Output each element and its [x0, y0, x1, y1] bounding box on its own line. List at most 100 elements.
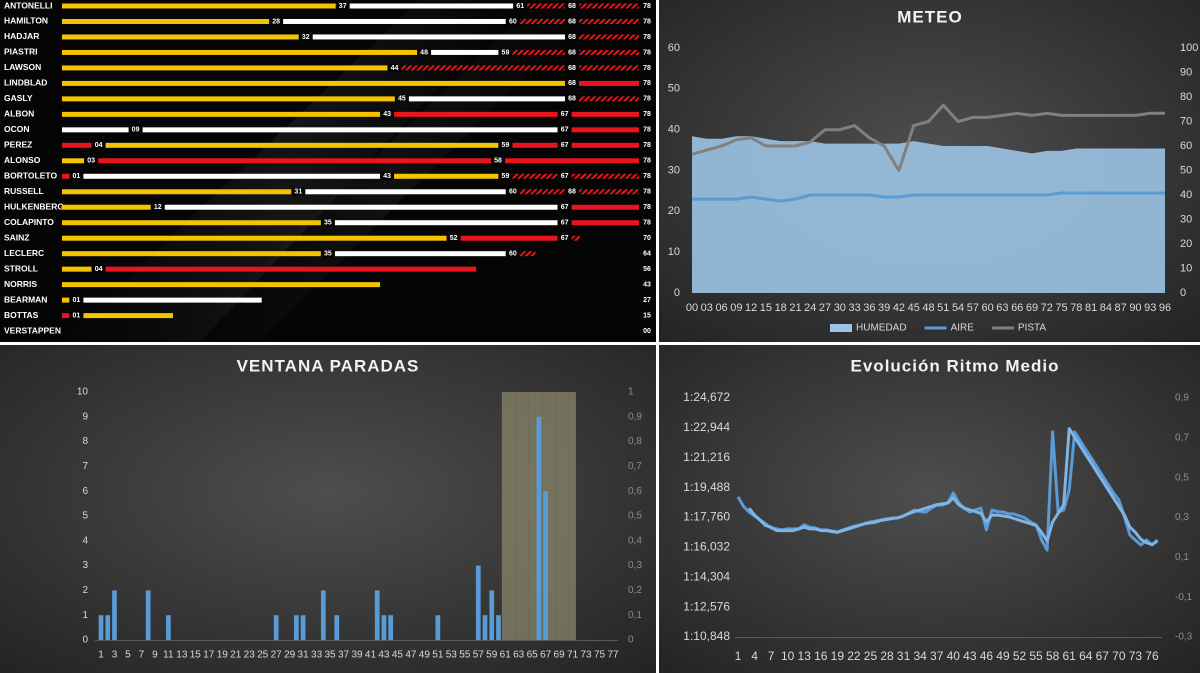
y2-tick-label: 1: [628, 387, 634, 398]
stint-bar: [565, 3, 639, 9]
label-gap: [557, 203, 572, 212]
y-tick-label: 1:10,848: [683, 629, 730, 643]
x-tick-label: 45: [392, 650, 404, 661]
stint-bar: [62, 127, 129, 133]
stint-end-label: 56: [643, 266, 651, 273]
x-tick-label: 19: [831, 649, 845, 663]
x-tick-label: 55: [1029, 649, 1043, 663]
y2-tick-label: 0,1: [1175, 552, 1189, 563]
stint-end-label: 68: [568, 34, 576, 41]
label-gap: [335, 2, 350, 10]
y2-tick-label: 0,3: [1175, 512, 1189, 523]
y2-tick-label: 0,9: [1175, 393, 1189, 404]
x-tick-label: 1: [735, 649, 742, 663]
stint-bar: [62, 189, 292, 195]
y2-tick-label: -0,1: [1175, 592, 1193, 603]
label-gap: [557, 234, 572, 243]
x-tick-label: 06: [715, 302, 727, 314]
y2-tick-label: 0: [1180, 287, 1186, 299]
x-tick-label: 40: [947, 649, 961, 663]
x-tick-label: 15: [190, 650, 202, 661]
label-gap: [446, 234, 461, 243]
window-band: [569, 392, 576, 640]
stint-end-label: 78: [643, 49, 651, 56]
x-tick-label: 22: [847, 649, 861, 663]
x-tick-label: 63: [513, 650, 525, 661]
stint-end-label: 78: [643, 173, 651, 180]
stint-end-label: 68: [568, 3, 576, 10]
x-tick-label: 49: [996, 649, 1010, 663]
stint-end-label: 04: [95, 142, 103, 149]
y2-tick-label: 100: [1180, 42, 1198, 54]
y2-tick-label: 30: [1180, 213, 1192, 225]
label-gap: [69, 172, 84, 181]
stint-bar: [557, 127, 639, 133]
x-tick-label: 21: [789, 302, 801, 314]
window-band: [501, 392, 509, 640]
y-tick-label: 8: [82, 436, 88, 447]
driver-name: SAINZ: [4, 232, 30, 242]
bar: [482, 615, 488, 640]
driver-name: HADJAR: [4, 31, 39, 41]
label-gap: [394, 94, 409, 103]
label-gap: [505, 249, 520, 258]
driver-name: NORRIS: [4, 279, 37, 289]
stint-end-label: 37: [339, 3, 347, 10]
x-tick-label: 43: [378, 650, 390, 661]
stint-bar: [557, 173, 639, 179]
label-gap: [491, 156, 506, 165]
stint-end-label: 60: [509, 251, 517, 258]
stint-bar: [269, 18, 506, 24]
x-tick-label: 58: [1046, 649, 1060, 663]
driver-name: HAMILTON: [4, 16, 48, 26]
x-tick-label: 70: [1112, 649, 1126, 663]
line: [747, 427, 1159, 546]
chart-title: VENTANA PARADAS: [237, 356, 420, 375]
x-tick-label: 75: [594, 650, 606, 661]
x-tick-label: 27: [271, 650, 283, 661]
y-tick-label: 4: [82, 535, 88, 546]
stint-end-label: 60: [509, 18, 517, 25]
stint-bar: [62, 235, 447, 241]
label-gap: [269, 17, 284, 26]
stint-bar: [565, 65, 639, 71]
y-tick-label: 1:24,672: [683, 390, 730, 404]
x-tick-label: 23: [244, 650, 256, 661]
stint-bar: [498, 173, 558, 179]
x-tick-label: 7: [768, 649, 775, 663]
label-gap: [291, 187, 306, 196]
legend-label: AIRE: [951, 323, 975, 334]
x-tick-label: 90: [1129, 302, 1141, 314]
stint-bar: [446, 235, 558, 241]
y2-tick-label: 0,5: [1175, 472, 1189, 483]
y-tick-label: 2: [82, 585, 88, 596]
label-gap: [298, 32, 313, 41]
x-tick-label: 1: [98, 650, 104, 661]
stint-end-label: 32: [302, 34, 310, 41]
label-gap: [150, 203, 165, 212]
stint-end-label: 78: [643, 220, 651, 227]
x-tick-label: 54: [952, 302, 964, 314]
stint-bar: [565, 49, 639, 55]
x-tick-label: 16: [814, 649, 828, 663]
bar: [334, 615, 340, 640]
stint-bar: [565, 34, 639, 40]
label-gap: [565, 187, 580, 196]
bar: [435, 615, 441, 640]
label-gap: [69, 311, 84, 320]
stint-end-label: 27: [643, 297, 651, 304]
stint-bar: [62, 34, 299, 40]
stint-end-label: 60: [509, 189, 517, 196]
stint-bar: [491, 158, 639, 164]
stint-bar: [62, 251, 321, 257]
y-tick-label: 3: [82, 560, 88, 571]
x-tick-label: 77: [607, 650, 619, 661]
stint-bar: [557, 111, 639, 117]
driver-name: VERSTAPPEN: [4, 325, 61, 335]
y2-tick-label: 20: [1180, 238, 1192, 250]
bar: [105, 615, 111, 640]
stint-bar: [62, 111, 381, 117]
y2-tick-label: 0,8: [628, 436, 642, 447]
x-tick-label: 31: [897, 649, 911, 663]
